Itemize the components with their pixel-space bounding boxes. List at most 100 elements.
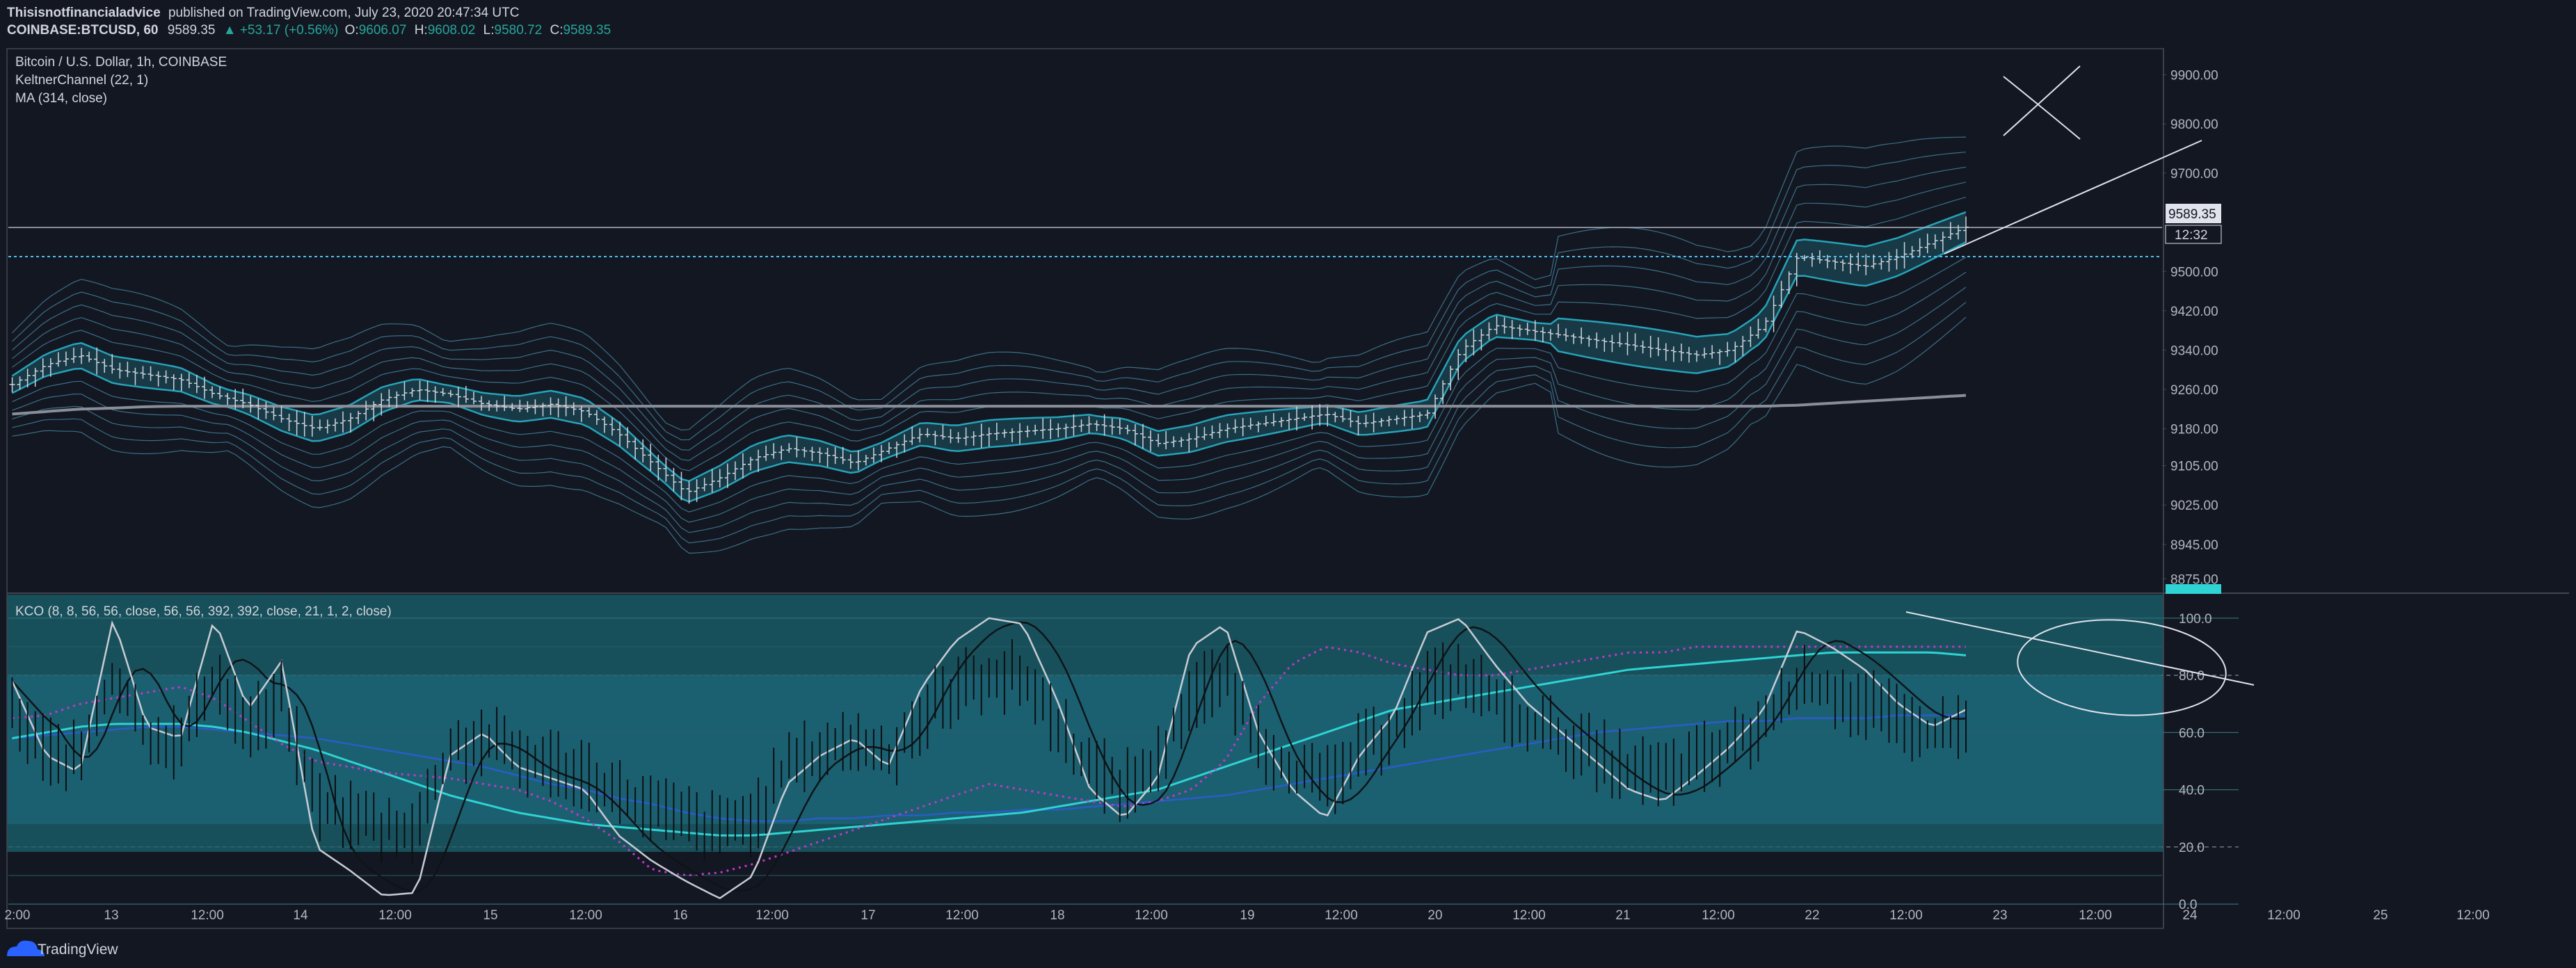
ma-line xyxy=(12,394,1967,416)
price-bar xyxy=(94,347,100,375)
price-bar xyxy=(9,377,15,393)
countdown-tag xyxy=(2165,225,2222,244)
price-bar xyxy=(525,401,531,412)
price-bar xyxy=(278,405,285,423)
price-bar xyxy=(1840,259,1846,272)
price-bar xyxy=(1263,415,1269,427)
price-bar xyxy=(1663,343,1669,361)
time-tick-label: 25 xyxy=(2373,908,2387,923)
keltner-legend[interactable]: KeltnerChannel (22, 1) xyxy=(15,73,148,88)
price-bar xyxy=(1132,424,1138,446)
price-bar xyxy=(1378,418,1384,427)
price-bar xyxy=(294,410,300,436)
price-bar xyxy=(1478,329,1485,350)
price-bar xyxy=(1670,346,1677,362)
author-name[interactable]: Thisisnotfinancialadvice xyxy=(7,6,161,20)
low-value: 9580.72 xyxy=(495,23,543,38)
price-bar xyxy=(163,370,169,384)
price-bar xyxy=(1932,234,1938,249)
price-bar xyxy=(1009,428,1015,442)
keltner-band-line xyxy=(12,257,1967,513)
price-bar xyxy=(1393,415,1400,425)
price-change: ▲ +53.17 (+0.56%) xyxy=(223,23,339,38)
price-bar xyxy=(717,469,723,488)
price-tick-label: 8945.00 xyxy=(2170,538,2218,553)
price-bar xyxy=(170,374,177,391)
ma-legend[interactable]: MA (314, close) xyxy=(15,91,107,106)
price-bar xyxy=(1486,322,1492,340)
price-bar xyxy=(286,413,292,431)
price-bar xyxy=(817,447,823,463)
time-tick-label: 12:00 xyxy=(1889,908,1923,923)
kco-fast-line xyxy=(11,617,1967,900)
price-bar xyxy=(147,366,154,381)
symbol-legend[interactable]: Bitcoin / U.S. Dollar, 1h, COINBASE xyxy=(15,55,227,70)
symbol-label[interactable]: COINBASE:BTCUSD, 60 xyxy=(7,23,158,38)
close-value: 9589.35 xyxy=(563,23,611,38)
price-bar xyxy=(1448,365,1454,391)
price-bar xyxy=(1678,344,1684,362)
price-bar xyxy=(1878,257,1885,270)
price-bar xyxy=(678,471,685,501)
trendline-up[interactable] xyxy=(1944,140,2202,255)
price-bar xyxy=(1347,410,1354,428)
price-bar xyxy=(1147,430,1153,452)
kco-tick-label: 100.0 xyxy=(2179,612,2212,627)
axes: 9900.00 9800.00 9700.00 9500.00 9420.00 9340.… xyxy=(5,68,2490,923)
kco-tick-label: 40.0 xyxy=(2179,784,2205,798)
price-bar xyxy=(248,396,254,413)
price-tick-label: 9260.00 xyxy=(2170,383,2218,398)
price-bar xyxy=(655,455,662,481)
price-bar xyxy=(748,456,754,471)
price-bar xyxy=(1209,425,1215,439)
brand-name: TradingView xyxy=(38,942,118,958)
time-tick-label: 12:00 xyxy=(378,908,412,923)
price-bar xyxy=(1702,347,1708,359)
price-bar xyxy=(663,457,669,482)
header-line-2: COINBASE:BTCUSD, 60 9589.35 ▲ +53.17 (+0… xyxy=(7,23,611,38)
price-bar xyxy=(555,398,561,418)
price-bar xyxy=(1224,424,1231,438)
price-bar xyxy=(1509,320,1515,339)
price-bar xyxy=(1617,332,1623,348)
price-bar xyxy=(701,478,707,492)
price-bar xyxy=(1325,406,1331,427)
price-bar xyxy=(1078,419,1085,433)
price-bar xyxy=(486,400,493,411)
price-bar xyxy=(724,463,730,488)
keltner-band-line xyxy=(11,211,1967,483)
time-tick-label: 12:00 xyxy=(1135,908,1168,923)
price-bar xyxy=(332,418,338,432)
price-bar xyxy=(1740,336,1746,356)
trendline-down[interactable] xyxy=(1905,611,2255,686)
countdown-tag-text: 12:32 xyxy=(2175,228,2208,243)
tradingview-logo[interactable]: TradingView xyxy=(7,940,118,958)
price-bar xyxy=(1270,413,1277,426)
kco-legend[interactable]: KCO (8, 8, 56, 56, close, 56, 56, 392, 3… xyxy=(15,604,392,619)
highlight-ellipse[interactable] xyxy=(2015,613,2230,723)
price-bar xyxy=(63,351,69,366)
price-bar xyxy=(593,410,600,425)
price-bar xyxy=(1063,424,1069,438)
price-bar xyxy=(209,386,216,398)
price-bar xyxy=(993,422,1000,441)
time-tick-label: 23 xyxy=(1992,908,2007,923)
time-tick-label: 24 xyxy=(2182,908,2198,923)
keltner-band-line xyxy=(12,136,1967,431)
time-tick-label: 12:00 xyxy=(191,908,224,923)
price-bar xyxy=(1578,327,1585,344)
price-bar xyxy=(401,381,408,401)
price-bar xyxy=(1094,420,1100,431)
drawings[interactable] xyxy=(1905,65,2255,723)
price-bar xyxy=(1186,433,1192,453)
price-bar xyxy=(894,441,900,458)
price-bar xyxy=(1832,257,1839,270)
high-label: H: xyxy=(415,23,428,38)
time-tick-label: 17 xyxy=(861,908,875,923)
price-bar xyxy=(794,437,800,458)
keltner-band-line xyxy=(11,241,1967,503)
time-tick-label: 12:00 xyxy=(755,908,789,923)
cross-drawing[interactable] xyxy=(2003,65,2081,140)
price-bar xyxy=(1302,412,1308,421)
